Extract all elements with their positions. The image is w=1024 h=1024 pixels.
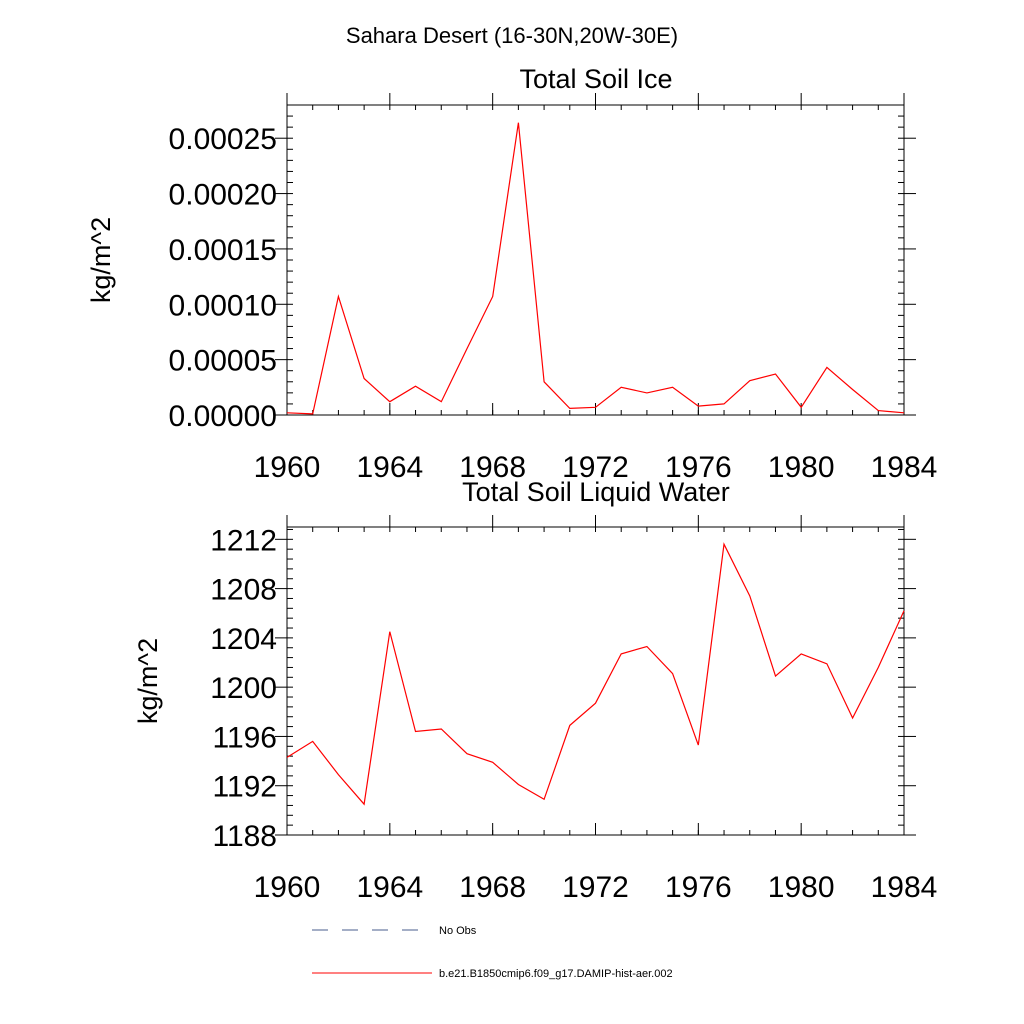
soil-liquid-water-y-tick-label: 1208 xyxy=(210,574,277,607)
soil-liquid-water-x-tick-label: 1964 xyxy=(356,871,423,904)
soil-ice-panel: Total Soil Ice kg/m^2 1960 1964 1968 1972 19… xyxy=(86,64,937,484)
soil-ice-plot-area: 1960 1964 1968 1972 1976 1980 1984 0.00000 0.000… xyxy=(169,93,938,484)
soil-liquid-water-y-tick-label: 1212 xyxy=(210,524,277,557)
soil-liquid-water-y-tick-label: 1192 xyxy=(212,771,277,804)
soil-ice-y-tick-label: 0.00010 xyxy=(169,289,277,322)
soil-ice-y-tick-label: 0.00025 xyxy=(169,123,277,156)
soil-liquid-water-ylabel: kg/m^2 xyxy=(133,638,163,724)
soil-liquid-water-x-tick-label: 1960 xyxy=(254,871,321,904)
soil-liquid-water-y-tick-label: 1196 xyxy=(212,721,277,754)
soil-ice-series-line xyxy=(286,122,905,415)
soil-liquid-water-y-tick-label: 1200 xyxy=(210,672,277,705)
soil-liquid-water-x-tick-label: 1968 xyxy=(459,871,526,904)
soil-liquid-water-y-tick-label: 1188 xyxy=(212,820,277,853)
soil-liquid-water-x-tick-label: 1980 xyxy=(768,871,835,904)
soil-liquid-water-series-line xyxy=(286,542,905,806)
soil-ice-x-tick-label: 1960 xyxy=(254,451,321,484)
soil-ice-x-tick-label: 1980 xyxy=(768,451,835,484)
soil-liquid-water-x-tick-label: 1972 xyxy=(562,871,629,904)
soil-ice-y-tick-label: 0.00020 xyxy=(169,179,277,212)
figure-title: Sahara Desert (16-30N,20W-30E) xyxy=(346,23,678,48)
soil-ice-x-tick-label: 1984 xyxy=(871,451,938,484)
soil-ice-title: Total Soil Ice xyxy=(519,64,672,94)
soil-liquid-water-y-tick-label: 1204 xyxy=(210,623,277,656)
soil-ice-y-tick-label: 0.00015 xyxy=(169,234,277,267)
soil-ice-y-tick-label: 0.00000 xyxy=(169,400,277,433)
soil-ice-frame xyxy=(286,104,905,416)
soil-liquid-water-panel: Total Soil Liquid Water kg/m^2 1960 1964 1… xyxy=(133,477,937,904)
soil-liquid-water-frame xyxy=(286,526,905,836)
soil-ice-x-tick-label: 1968 xyxy=(459,451,526,484)
legend-label-model: b.e21.B1850cmip6.f09_g17.DAMIP-hist-aer.… xyxy=(439,968,673,980)
soil-ice-x-tick-label: 1972 xyxy=(562,451,629,484)
soil-liquid-water-plot-area: 1960 1964 1968 1972 1976 1980 1984 1188 1192 1196… xyxy=(210,515,937,904)
soil-liquid-water-x-tick-label: 1984 xyxy=(871,871,938,904)
soil-liquid-water-x-tick-label: 1976 xyxy=(665,871,732,904)
soil-ice-ylabel: kg/m^2 xyxy=(86,217,116,303)
soil-ice-x-tick-label: 1964 xyxy=(356,451,423,484)
legend-label-no-obs: No Obs xyxy=(439,925,477,937)
soil-ice-x-tick-label: 1976 xyxy=(665,451,732,484)
soil-ice-y-tick-label: 0.00005 xyxy=(169,345,277,378)
soil-liquid-water-title: Total Soil Liquid Water xyxy=(462,477,730,507)
legend: No Obs b.e21.B1850cmip6.f09_g17.DAMIP-hi… xyxy=(312,925,673,980)
